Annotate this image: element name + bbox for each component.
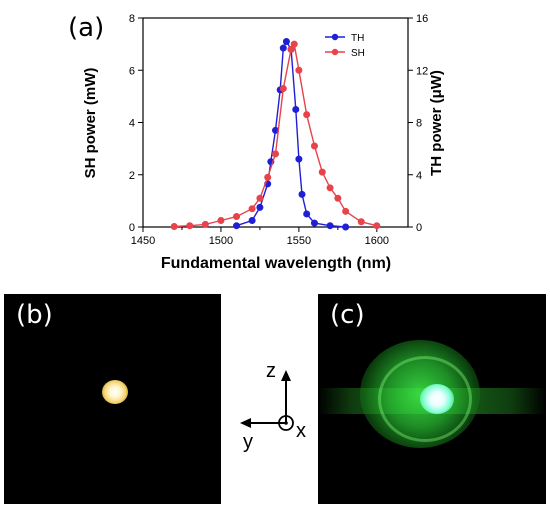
panel-b-image: (b) bbox=[4, 294, 221, 504]
data-point-sh bbox=[248, 205, 256, 213]
panel-c-label: (c) bbox=[330, 300, 365, 330]
bright-core-spot bbox=[420, 384, 454, 414]
axis-y-label: y bbox=[243, 431, 253, 453]
data-point-sh bbox=[271, 150, 279, 158]
y-right-tick-label: 4 bbox=[416, 170, 422, 182]
legend-marker-th bbox=[331, 33, 339, 41]
data-point-th bbox=[292, 105, 300, 113]
x-tick-label: 1500 bbox=[209, 235, 233, 247]
data-point-th bbox=[303, 210, 311, 218]
y-left-tick-label: 6 bbox=[129, 65, 135, 77]
x-tick-label: 1600 bbox=[365, 235, 389, 247]
data-point-th bbox=[298, 190, 306, 198]
data-point-sh bbox=[318, 168, 326, 176]
yellow-spot bbox=[102, 380, 128, 404]
legend-label-th: TH bbox=[351, 33, 364, 44]
data-point-sh bbox=[334, 194, 342, 202]
y-right-tick-label: 0 bbox=[416, 222, 422, 234]
series-line-sh bbox=[174, 42, 377, 228]
data-point-th bbox=[233, 222, 241, 230]
legend-marker-sh bbox=[331, 48, 339, 56]
x-tick-label: 1450 bbox=[131, 235, 155, 247]
data-point-th bbox=[279, 44, 287, 52]
y-right-tick-label: 8 bbox=[416, 118, 422, 130]
legend-label-sh: SH bbox=[351, 48, 365, 59]
data-point-sh bbox=[357, 218, 365, 226]
data-point-sh bbox=[326, 184, 334, 192]
data-point-sh bbox=[217, 216, 225, 224]
y-right-tick-label: 16 bbox=[416, 13, 428, 25]
y-axis-label-left: SH power (mW) bbox=[82, 68, 99, 179]
panel-c-image: (c) bbox=[318, 294, 546, 504]
coordinate-axes-diagram: z y x bbox=[240, 360, 306, 453]
data-point-sh bbox=[290, 40, 298, 48]
data-point-th bbox=[342, 223, 350, 231]
data-point-sh bbox=[295, 66, 303, 74]
x-tick-label: 1550 bbox=[287, 235, 311, 247]
data-point-sh bbox=[264, 173, 272, 181]
axis-z-label: z bbox=[266, 360, 276, 382]
series-line-th bbox=[236, 40, 346, 228]
y-left-tick-label: 4 bbox=[129, 118, 135, 130]
green-ring bbox=[378, 356, 472, 442]
data-point-sh bbox=[373, 222, 381, 230]
data-point-sh bbox=[310, 142, 318, 150]
y-axis-label-right: TH power (μW) bbox=[428, 70, 445, 176]
y-left-tick-label: 0 bbox=[129, 222, 135, 234]
data-point-th bbox=[295, 155, 303, 163]
data-point-th bbox=[282, 38, 290, 46]
data-point-sh bbox=[201, 220, 209, 228]
y-right-tick-label: 12 bbox=[416, 65, 428, 77]
data-point-th bbox=[310, 219, 318, 227]
data-point-th bbox=[326, 222, 334, 230]
axis-x-label: x bbox=[296, 420, 306, 442]
data-point-th bbox=[248, 216, 256, 224]
data-point-sh bbox=[279, 85, 287, 93]
panel-a-label: (a) bbox=[68, 13, 105, 43]
y-left-tick-label: 2 bbox=[129, 170, 135, 182]
data-point-sh bbox=[287, 45, 295, 53]
data-point-sh bbox=[233, 213, 241, 221]
plot-frame bbox=[142, 17, 409, 228]
wavelength-power-chart: 1450 1500 1550 1600 0 2 4 6 8 0 4 8 12 16 TH SH SH pow… bbox=[82, 13, 445, 272]
data-point-th bbox=[256, 203, 264, 211]
data-point-sh bbox=[303, 111, 311, 119]
data-point-sh bbox=[256, 194, 264, 202]
data-point-sh bbox=[342, 207, 350, 215]
data-point-sh bbox=[170, 222, 178, 230]
data-point-sh bbox=[186, 222, 194, 230]
panel-b-label: (b) bbox=[16, 300, 53, 330]
x-axis-label: Fundamental wavelength (nm) bbox=[161, 255, 391, 272]
y-left-tick-label: 8 bbox=[129, 13, 135, 25]
